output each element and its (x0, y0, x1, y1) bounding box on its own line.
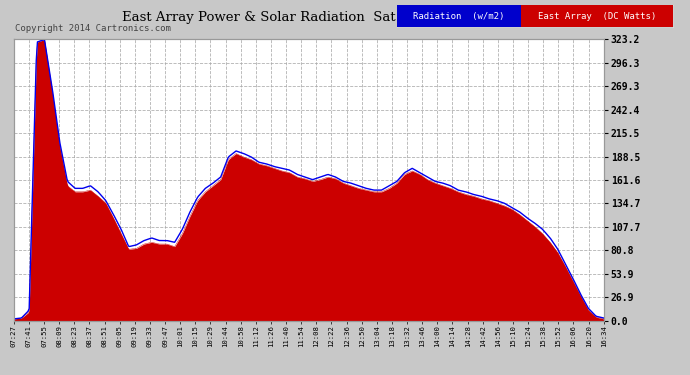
Text: East Array  (DC Watts): East Array (DC Watts) (538, 12, 656, 21)
Text: East Array Power & Solar Radiation  Sat Jan 18 16:45: East Array Power & Solar Radiation Sat J… (122, 10, 485, 24)
Text: Copyright 2014 Cartronics.com: Copyright 2014 Cartronics.com (15, 24, 171, 33)
Text: Radiation  (w/m2): Radiation (w/m2) (413, 12, 504, 21)
